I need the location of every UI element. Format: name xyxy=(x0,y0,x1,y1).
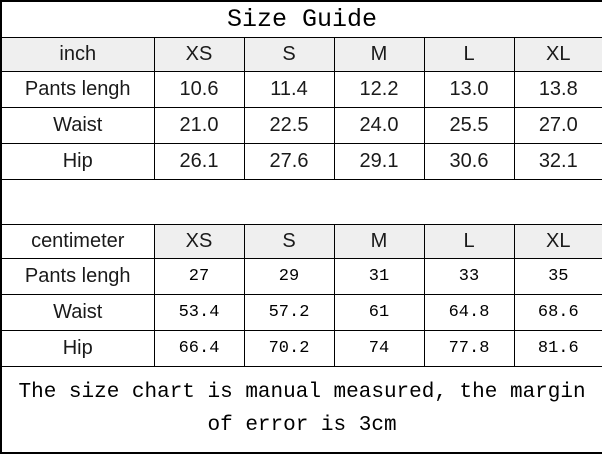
value-cell: 27 xyxy=(153,257,245,295)
size-header-cell-s: S xyxy=(243,223,335,259)
cm-pants-length-row: Pants lengh 27 29 31 33 35 xyxy=(0,257,602,295)
value-cell: 22.5 xyxy=(243,106,335,144)
size-header-cell-xs: XS xyxy=(153,36,245,72)
size-header-cell-xs: XS xyxy=(153,223,245,259)
size-header-cell-m: M xyxy=(333,223,425,259)
inch-header-row: inch XS S M L XL xyxy=(0,36,602,72)
row-label-cell: Waist xyxy=(0,293,155,331)
value-cell: 27.6 xyxy=(243,142,335,180)
value-cell: 68.6 xyxy=(513,293,602,331)
size-header-cell-l: L xyxy=(423,36,515,72)
value-cell: 53.4 xyxy=(153,293,245,331)
centimeter-unit-header-cell: centimeter xyxy=(0,223,155,259)
value-cell: 11.4 xyxy=(243,70,335,108)
value-cell: 12.2 xyxy=(333,70,425,108)
size-header-cell-xl: XL xyxy=(513,223,602,259)
size-header-cell-s: S xyxy=(243,36,335,72)
title-row: Size Guide xyxy=(0,0,602,38)
value-cell: 35 xyxy=(513,257,602,295)
value-cell: 70.2 xyxy=(243,329,335,367)
row-label-cell: Pants lengh xyxy=(0,257,155,295)
value-cell: 29.1 xyxy=(333,142,425,180)
value-cell: 29 xyxy=(243,257,335,295)
value-cell: 77.8 xyxy=(423,329,515,367)
value-cell: 74 xyxy=(333,329,425,367)
value-cell: 61 xyxy=(333,293,425,331)
row-label-cell: Pants lengh xyxy=(0,70,155,108)
value-cell: 27.0 xyxy=(513,106,602,144)
row-label-cell: Hip xyxy=(0,142,155,180)
value-cell: 81.6 xyxy=(513,329,602,367)
cm-waist-row: Waist 53.4 57.2 61 64.8 68.6 xyxy=(0,293,602,331)
value-cell: 30.6 xyxy=(423,142,515,180)
value-cell: 26.1 xyxy=(153,142,245,180)
footer-note: The size chart is manual measured, the m… xyxy=(0,365,602,454)
centimeter-header-row: centimeter XS S M L XL xyxy=(0,223,602,259)
row-label-cell: Waist xyxy=(0,106,155,144)
inch-waist-row: Waist 21.0 22.5 24.0 25.5 27.0 xyxy=(0,106,602,144)
value-cell: 66.4 xyxy=(153,329,245,367)
size-header-cell-m: M xyxy=(333,36,425,72)
page-title: Size Guide xyxy=(0,0,602,38)
value-cell: 10.6 xyxy=(153,70,245,108)
value-cell: 25.5 xyxy=(423,106,515,144)
value-cell: 13.0 xyxy=(423,70,515,108)
spacer-cell xyxy=(0,178,602,225)
value-cell: 32.1 xyxy=(513,142,602,180)
size-header-cell-xl: XL xyxy=(513,36,602,72)
value-cell: 31 xyxy=(333,257,425,295)
spacer-row xyxy=(0,178,602,225)
value-cell: 33 xyxy=(423,257,515,295)
value-cell: 24.0 xyxy=(333,106,425,144)
value-cell: 13.8 xyxy=(513,70,602,108)
cm-hip-row: Hip 66.4 70.2 74 77.8 81.6 xyxy=(0,329,602,367)
inch-unit-header-cell: inch xyxy=(0,36,155,72)
value-cell: 64.8 xyxy=(423,293,515,331)
row-label-cell: Hip xyxy=(0,329,155,367)
inch-pants-length-row: Pants lengh 10.6 11.4 12.2 13.0 13.8 xyxy=(0,70,602,108)
value-cell: 57.2 xyxy=(243,293,335,331)
value-cell: 21.0 xyxy=(153,106,245,144)
size-header-cell-l: L xyxy=(423,223,515,259)
footer-row: The size chart is manual measured, the m… xyxy=(0,365,602,454)
inch-hip-row: Hip 26.1 27.6 29.1 30.6 32.1 xyxy=(0,142,602,180)
